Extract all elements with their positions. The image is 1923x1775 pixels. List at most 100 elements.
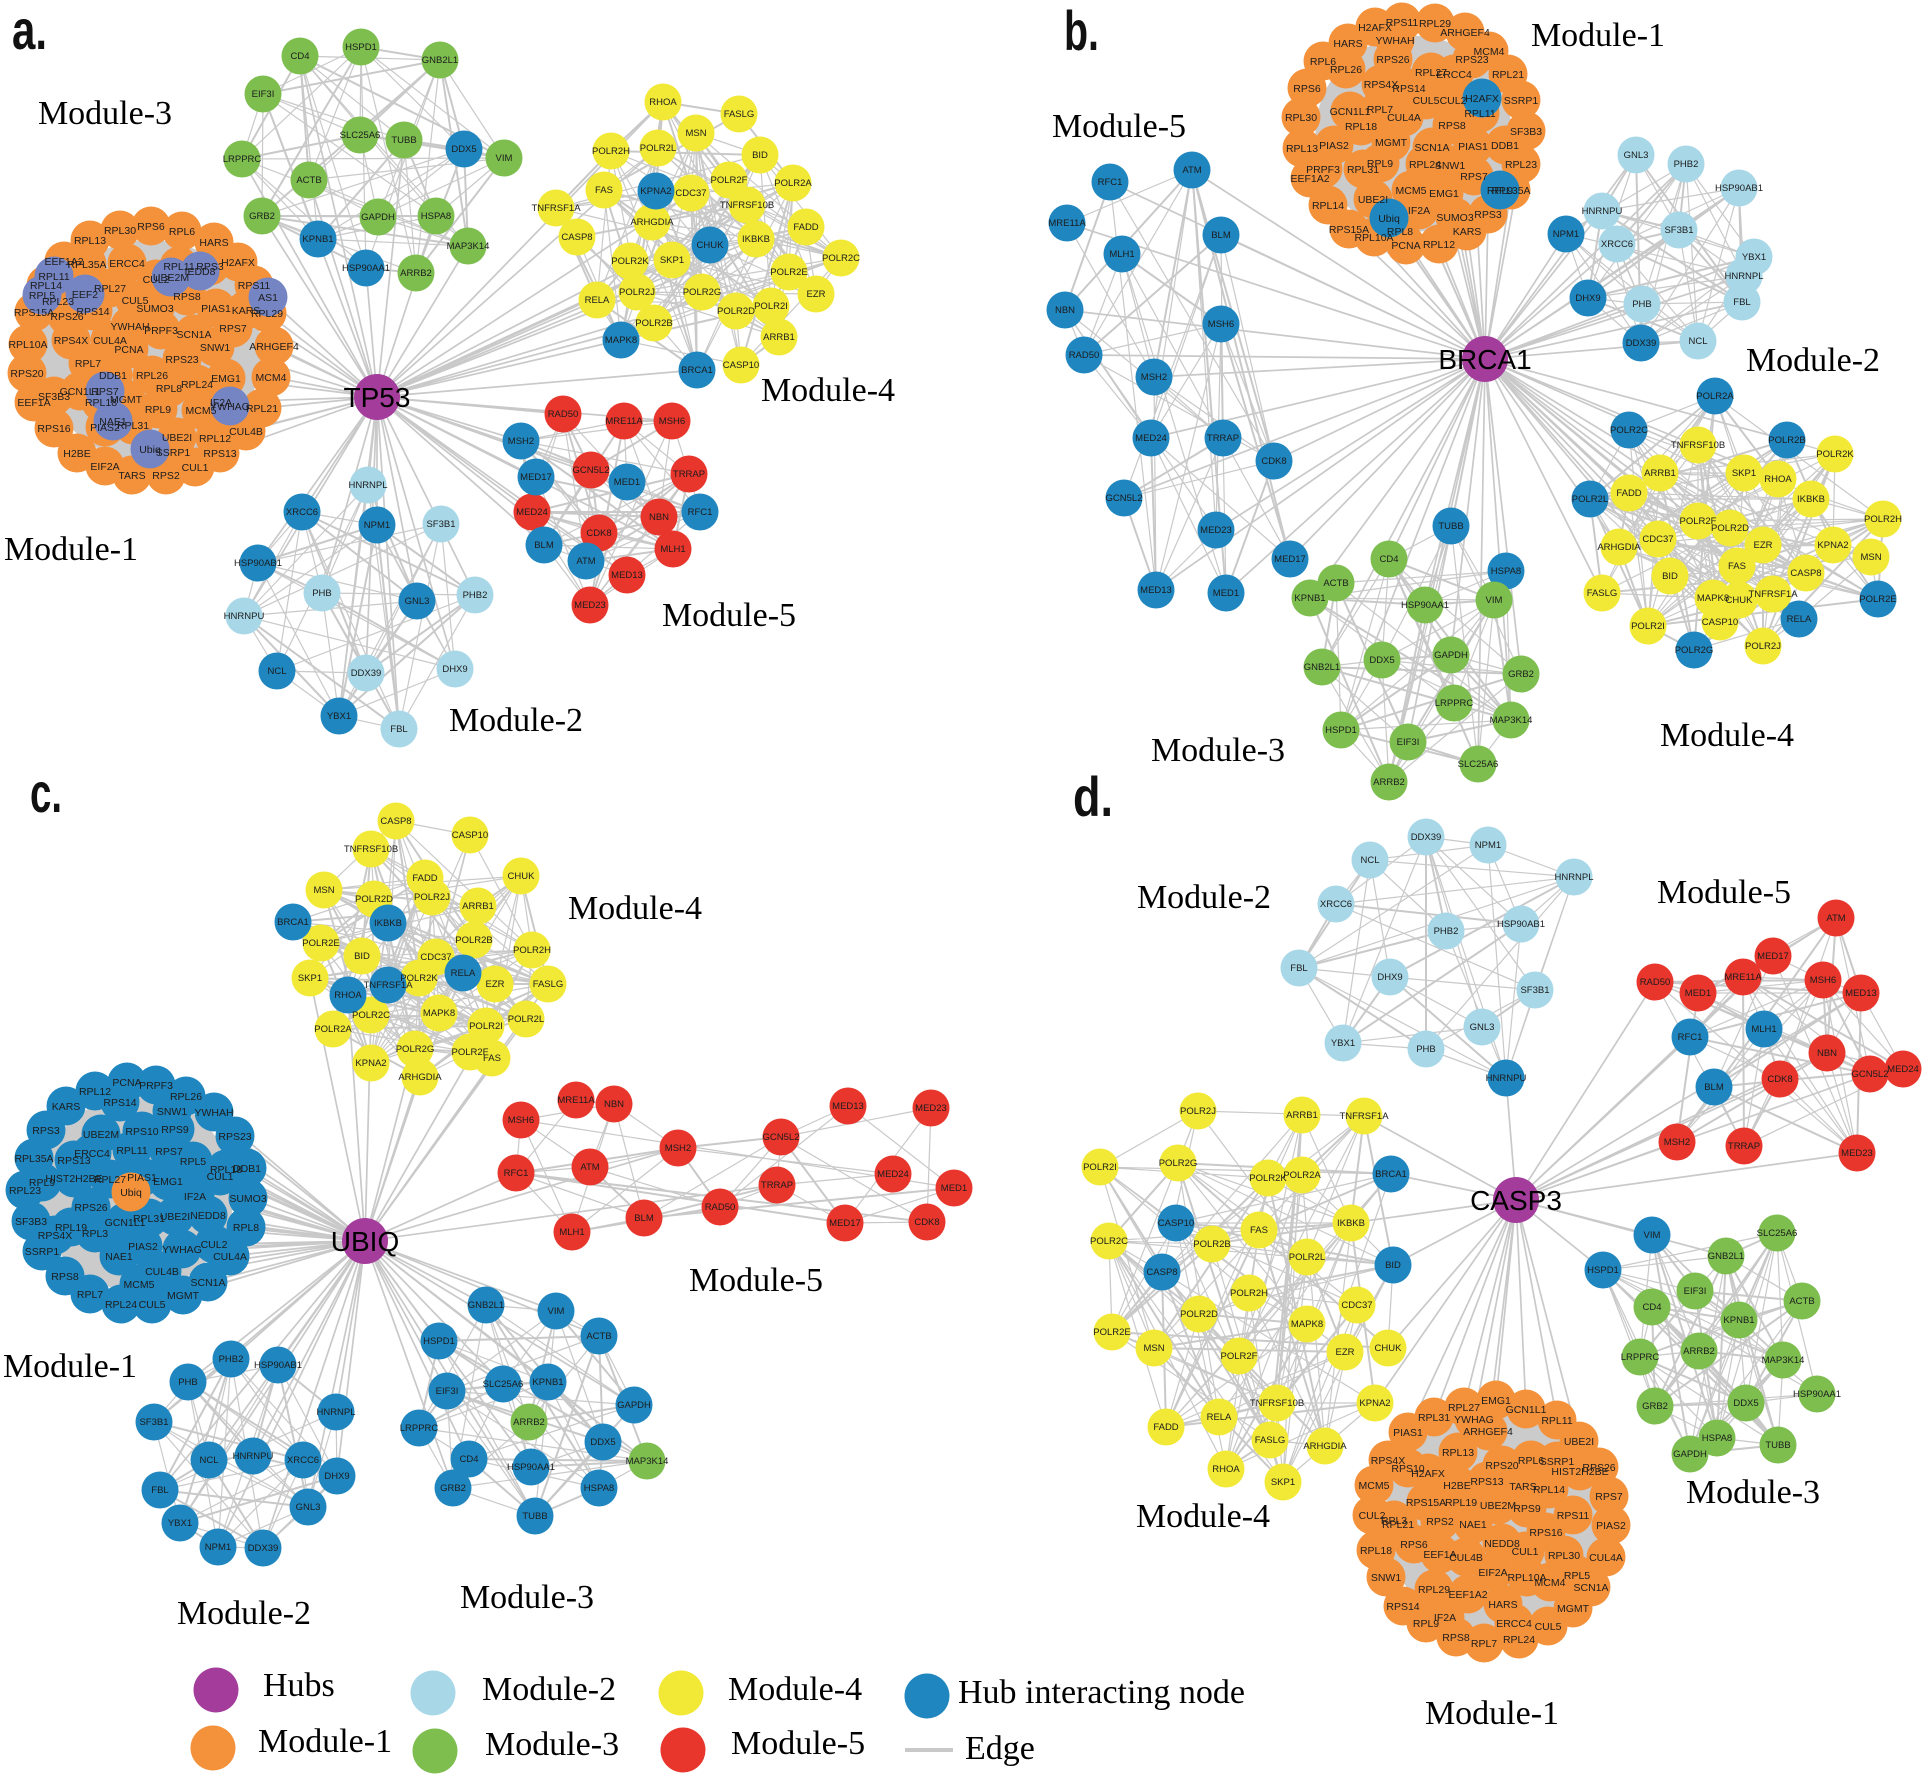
svg-text:MED17: MED17 bbox=[1757, 951, 1789, 962]
svg-text:HSP90AA1: HSP90AA1 bbox=[507, 1462, 555, 1473]
svg-text:RPS7: RPS7 bbox=[91, 386, 119, 398]
svg-text:Module-1: Module-1 bbox=[258, 1723, 392, 1760]
svg-text:MSH2: MSH2 bbox=[1141, 372, 1167, 383]
svg-text:RPL30: RPL30 bbox=[104, 225, 136, 237]
svg-text:HIST2H2BE: HIST2H2BE bbox=[1551, 1466, 1608, 1478]
svg-text:IKBKB: IKBKB bbox=[742, 234, 770, 245]
svg-text:KPNA2: KPNA2 bbox=[1817, 540, 1848, 551]
svg-text:GAPDH: GAPDH bbox=[361, 212, 395, 223]
svg-text:RPS11: RPS11 bbox=[1386, 17, 1419, 29]
svg-text:PCNA: PCNA bbox=[1391, 240, 1420, 252]
svg-text:HSPA8: HSPA8 bbox=[584, 1483, 614, 1494]
svg-text:EIF3I: EIF3I bbox=[1684, 1286, 1707, 1297]
svg-text:b.: b. bbox=[1064, 0, 1099, 62]
svg-text:RPS6: RPS6 bbox=[1400, 1539, 1428, 1551]
svg-text:DHX9: DHX9 bbox=[324, 1471, 349, 1482]
svg-text:RPL3: RPL3 bbox=[1381, 1515, 1407, 1527]
svg-text:H2AFX: H2AFX bbox=[1358, 22, 1392, 34]
svg-text:EZR: EZR bbox=[486, 979, 505, 990]
svg-text:POLR2A: POLR2A bbox=[774, 178, 812, 189]
svg-text:TNFRSF1A: TNFRSF1A bbox=[1748, 589, 1798, 600]
svg-text:RPS13: RPS13 bbox=[57, 1155, 90, 1167]
svg-text:Module-5: Module-5 bbox=[662, 597, 796, 634]
svg-text:HSPD1: HSPD1 bbox=[1325, 725, 1357, 736]
svg-text:EIF3I: EIF3I bbox=[252, 89, 275, 100]
svg-text:GCN5L2: GCN5L2 bbox=[763, 1132, 800, 1143]
svg-text:GCN1L1: GCN1L1 bbox=[1506, 1404, 1547, 1416]
svg-text:CUL4B: CUL4B bbox=[1449, 1552, 1483, 1564]
svg-text:EEF1A2: EEF1A2 bbox=[1448, 1589, 1487, 1601]
svg-text:SKP1: SKP1 bbox=[1271, 1477, 1295, 1488]
svg-text:HARS: HARS bbox=[199, 237, 228, 249]
svg-text:Module-2: Module-2 bbox=[177, 1595, 311, 1632]
svg-text:ATM: ATM bbox=[1826, 913, 1845, 924]
svg-text:GCN5L2: GCN5L2 bbox=[1106, 493, 1143, 504]
svg-text:SF3B1: SF3B1 bbox=[426, 519, 455, 530]
svg-text:SUMO3: SUMO3 bbox=[136, 303, 174, 315]
svg-text:CDC37: CDC37 bbox=[420, 952, 451, 963]
svg-text:RHOA: RHOA bbox=[1212, 1464, 1240, 1475]
svg-text:GCN5L2: GCN5L2 bbox=[1852, 1069, 1889, 1080]
svg-text:VIM: VIM bbox=[1486, 595, 1503, 606]
svg-text:RELA: RELA bbox=[451, 968, 476, 979]
svg-text:UBE2I: UBE2I bbox=[1564, 1436, 1594, 1448]
svg-text:YWHAG: YWHAG bbox=[210, 401, 250, 413]
svg-text:XRCC6: XRCC6 bbox=[1601, 239, 1633, 250]
svg-text:RPL35A: RPL35A bbox=[14, 1153, 53, 1165]
svg-text:RHOA: RHOA bbox=[334, 990, 362, 1001]
svg-text:SLC25A6: SLC25A6 bbox=[483, 1379, 524, 1390]
svg-text:FADD: FADD bbox=[793, 222, 818, 233]
svg-text:RPS6: RPS6 bbox=[137, 221, 165, 233]
svg-text:YBX1: YBX1 bbox=[1742, 252, 1766, 263]
svg-text:ACTB: ACTB bbox=[1323, 578, 1348, 589]
svg-text:YWHAH: YWHAH bbox=[110, 321, 149, 333]
svg-text:EEF1A2: EEF1A2 bbox=[1290, 173, 1329, 185]
svg-text:CD4: CD4 bbox=[290, 51, 309, 62]
svg-text:NCL: NCL bbox=[1360, 855, 1379, 866]
svg-text:BRCA1: BRCA1 bbox=[681, 365, 713, 376]
svg-text:MSH6: MSH6 bbox=[1208, 319, 1234, 330]
svg-text:BLM: BLM bbox=[534, 540, 554, 551]
svg-text:GRB2: GRB2 bbox=[1508, 669, 1534, 680]
svg-text:CHUK: CHUK bbox=[508, 871, 536, 882]
svg-text:ARRB2: ARRB2 bbox=[513, 1417, 545, 1428]
svg-text:EZR: EZR bbox=[1336, 1347, 1355, 1358]
svg-text:PCNA: PCNA bbox=[114, 344, 143, 356]
svg-text:KPNB1: KPNB1 bbox=[302, 234, 333, 245]
svg-text:MCM5: MCM5 bbox=[1396, 185, 1427, 197]
svg-text:POLR2C: POLR2C bbox=[1610, 425, 1648, 436]
svg-text:BID: BID bbox=[1385, 1260, 1401, 1271]
svg-text:GRB2: GRB2 bbox=[440, 1483, 466, 1494]
svg-text:RPL18: RPL18 bbox=[1345, 121, 1377, 133]
svg-text:RPL31: RPL31 bbox=[117, 420, 149, 432]
svg-text:GNB2L1: GNB2L1 bbox=[422, 55, 458, 66]
svg-text:ARRB1: ARRB1 bbox=[763, 332, 795, 343]
svg-text:EMG1: EMG1 bbox=[1429, 188, 1459, 200]
svg-text:POLR2K: POLR2K bbox=[1249, 1173, 1287, 1184]
svg-text:RPS6: RPS6 bbox=[1293, 83, 1321, 95]
svg-text:c.: c. bbox=[30, 761, 62, 824]
svg-text:RPS14: RPS14 bbox=[76, 306, 109, 318]
svg-text:RPL29: RPL29 bbox=[1419, 18, 1451, 30]
svg-text:RPL10A: RPL10A bbox=[8, 339, 47, 351]
svg-text:H2BE: H2BE bbox=[63, 448, 90, 460]
svg-text:ARHGDIA: ARHGDIA bbox=[1303, 1441, 1347, 1452]
svg-text:EIF2A: EIF2A bbox=[90, 461, 119, 473]
svg-text:FBL: FBL bbox=[1290, 963, 1307, 974]
svg-text:RPS26: RPS26 bbox=[1376, 54, 1409, 66]
svg-text:POLR2F: POLR2F bbox=[1221, 1351, 1258, 1362]
svg-text:CASP8: CASP8 bbox=[380, 816, 411, 827]
svg-text:H2AFX: H2AFX bbox=[1465, 93, 1499, 105]
svg-text:PHB: PHB bbox=[312, 588, 332, 599]
svg-text:CDK8: CDK8 bbox=[1261, 456, 1286, 467]
svg-text:NBN: NBN bbox=[604, 1099, 624, 1110]
svg-text:MED13: MED13 bbox=[1845, 988, 1877, 999]
svg-text:ARHGEF4: ARHGEF4 bbox=[1440, 27, 1490, 39]
svg-text:BID: BID bbox=[752, 150, 768, 161]
svg-text:Ubiq: Ubiq bbox=[120, 1187, 142, 1199]
svg-text:H2AFX: H2AFX bbox=[1411, 1468, 1445, 1480]
svg-text:CUL1: CUL1 bbox=[207, 1171, 234, 1183]
svg-text:LRPPRC: LRPPRC bbox=[400, 1423, 439, 1434]
svg-text:FASLG: FASLG bbox=[1255, 1435, 1286, 1446]
svg-text:MAP3K14: MAP3K14 bbox=[447, 241, 490, 252]
